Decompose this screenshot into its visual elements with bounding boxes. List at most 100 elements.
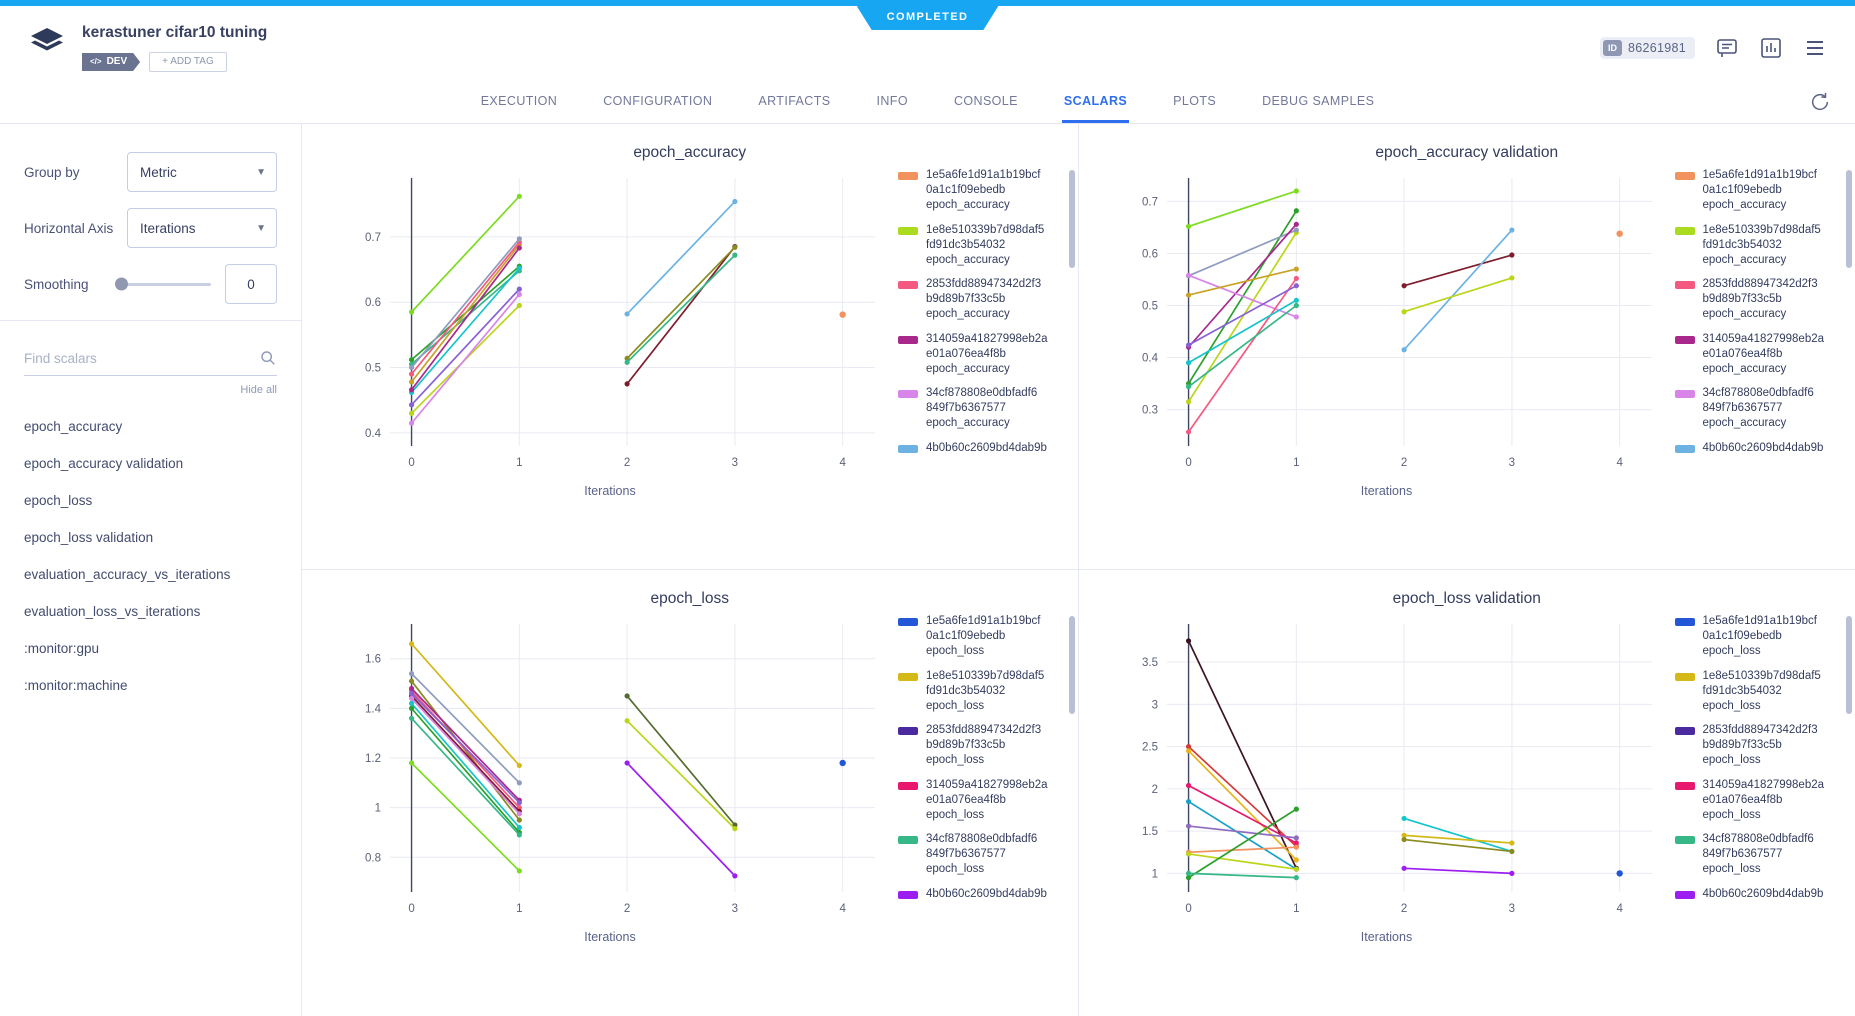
series-line[interactable] [1187,745,1297,847]
legend-entry[interactable]: 4b0b60c2609bd4dab9b… [1674,887,1840,910]
scalar-item-monitor-machine[interactable]: :monitor:machine [24,678,128,693]
data-point[interactable] [516,817,522,823]
series-line[interactable] [1188,872,1296,879]
series-line[interactable] [1403,867,1512,875]
scalar-item-monitor-gpu[interactable]: :monitor:gpu [24,641,100,656]
series-line[interactable] [626,720,736,830]
legend-entry[interactable]: 1e8e510339b7d98daf5 fd91dc3b54032 epoch_lo… [898,669,1062,715]
experiment-id-badge[interactable]: ID 86261981 [1599,37,1695,59]
series-line[interactable] [1187,750,1297,861]
scalar-item-evaluation-accuracy-vs-iterations[interactable]: evaluation_accuracy_vs_iterations [24,567,231,582]
series-line[interactable] [410,267,520,393]
data-point[interactable] [408,410,415,416]
data-point[interactable] [1185,851,1191,857]
series-line[interactable] [1402,229,1513,351]
data-point[interactable] [1293,302,1299,309]
data-point[interactable] [516,291,522,297]
data-point[interactable] [408,357,415,363]
legend-entry[interactable]: 1e5a6fe1d91a1b19bcf 0a1c1f09ebedb epoch_lo… [1674,614,1840,660]
data-point[interactable] [1401,865,1407,871]
legend-entry[interactable]: 1e5a6fe1d91a1b19bcf 0a1c1f09ebedb epoch_ac… [1674,168,1840,214]
data-point[interactable] [1185,798,1191,805]
scalar-item-epoch-loss-validation[interactable]: epoch_loss validation [24,530,154,545]
series-line[interactable] [626,254,736,363]
data-point[interactable] [1293,866,1299,872]
series-line[interactable] [1403,277,1512,313]
data-point[interactable] [1185,399,1191,405]
data-point[interactable] [1293,314,1299,320]
legend-scrollbar[interactable] [1068,616,1075,714]
data-point[interactable] [1293,875,1299,881]
legend-scrollbar[interactable] [1846,616,1852,714]
legend-scrollbar[interactable] [1068,170,1075,268]
data-point[interactable] [1293,283,1299,289]
plot-area[interactable]: 1 1.5 2 2.5 3 3.5 0 1 2 3 4 [1107,614,1667,928]
tab-execution[interactable]: EXECUTION [480,94,558,108]
data-point[interactable] [408,379,415,385]
data-point[interactable] [1185,223,1191,229]
data-point[interactable] [1293,221,1299,227]
series-line[interactable] [1187,190,1297,228]
series-line[interactable] [1187,800,1297,870]
legend-entry[interactable]: 314059a41827998eb2a e01a076ea4f8b epoch_lo… [898,778,1062,824]
data-point[interactable] [408,402,415,408]
series-line[interactable] [1403,254,1512,287]
data-point[interactable] [1185,870,1191,877]
data-point[interactable] [1293,844,1299,850]
legend-entry[interactable]: 314059a41827998eb2a e01a076ea4f8b epoch_ac… [1674,332,1840,378]
series-line[interactable] [626,762,736,877]
slider-thumb[interactable] [115,277,128,291]
series-line[interactable] [410,695,520,812]
series-line[interactable] [626,200,736,315]
data-point[interactable] [1185,272,1191,278]
scalar-item-epoch-accuracy-validation[interactable]: epoch_accuracy validation [24,456,184,471]
data-point[interactable] [516,832,522,838]
smoothing-input[interactable] [225,264,277,304]
data-point[interactable] [1185,743,1191,750]
data-point[interactable] [732,198,738,205]
series-line[interactable] [1403,817,1512,853]
data-point[interactable] [408,760,415,766]
data-point[interactable] [1401,836,1407,843]
data-point[interactable] [1401,815,1407,822]
data-point[interactable] [732,244,738,250]
plot-area[interactable]: 0.8 1 1.2 1.4 1.6 0 1 2 3 4 [330,614,890,928]
data-point[interactable] [516,286,522,292]
legend-entry[interactable]: 34cf878808e0dbfadf6 849f7b6367577 epoch_ac… [1674,386,1840,432]
series-line[interactable] [1187,299,1297,364]
data-point[interactable] [624,359,630,365]
menu-icon[interactable] [1803,36,1827,60]
data-point[interactable] [408,700,415,707]
data-point[interactable] [839,311,846,318]
data-point[interactable] [408,641,415,647]
tab-configuration[interactable]: CONFIGURATION [603,94,713,108]
data-point[interactable] [408,685,415,692]
scalar-item-epoch-loss[interactable]: epoch_loss [24,493,93,508]
data-point[interactable] [408,715,415,721]
series-line[interactable] [1403,834,1512,844]
data-point[interactable] [516,780,522,786]
series-line[interactable] [1187,853,1296,871]
data-point[interactable] [1185,360,1191,366]
data-point[interactable] [1508,275,1514,281]
series-line[interactable] [410,244,521,383]
series-line[interactable] [410,643,520,767]
legend-entry[interactable]: 2853fdd88947342d2f3 b9d89b7f33c5b epoch_ac… [898,277,1062,323]
data-point[interactable] [1293,297,1299,303]
data-point[interactable] [408,690,415,697]
series-line[interactable] [410,697,520,815]
data-point[interactable] [516,868,522,874]
group-by-select[interactable]: Metric ▼ [127,152,277,192]
data-point[interactable] [1185,638,1191,644]
legend-entry[interactable]: 34cf878808e0dbfadf6 849f7b6367577 epoch_lo… [898,832,1062,878]
series-line[interactable] [1188,846,1296,854]
data-point[interactable] [516,811,522,817]
series-line[interactable] [1187,229,1297,277]
data-point[interactable] [1185,429,1191,435]
legend-entry[interactable]: 34cf878808e0dbfadf6 849f7b6367577 epoch_ac… [898,386,1062,432]
legend-entry[interactable]: 314059a41827998eb2a e01a076ea4f8b epoch_ac… [898,332,1062,378]
legend-entry[interactable]: 2853fdd88947342d2f3 b9d89b7f33c5b epoch_lo… [898,723,1062,769]
data-point[interactable] [624,311,630,317]
data-point[interactable] [624,355,630,362]
data-point[interactable] [516,824,522,831]
